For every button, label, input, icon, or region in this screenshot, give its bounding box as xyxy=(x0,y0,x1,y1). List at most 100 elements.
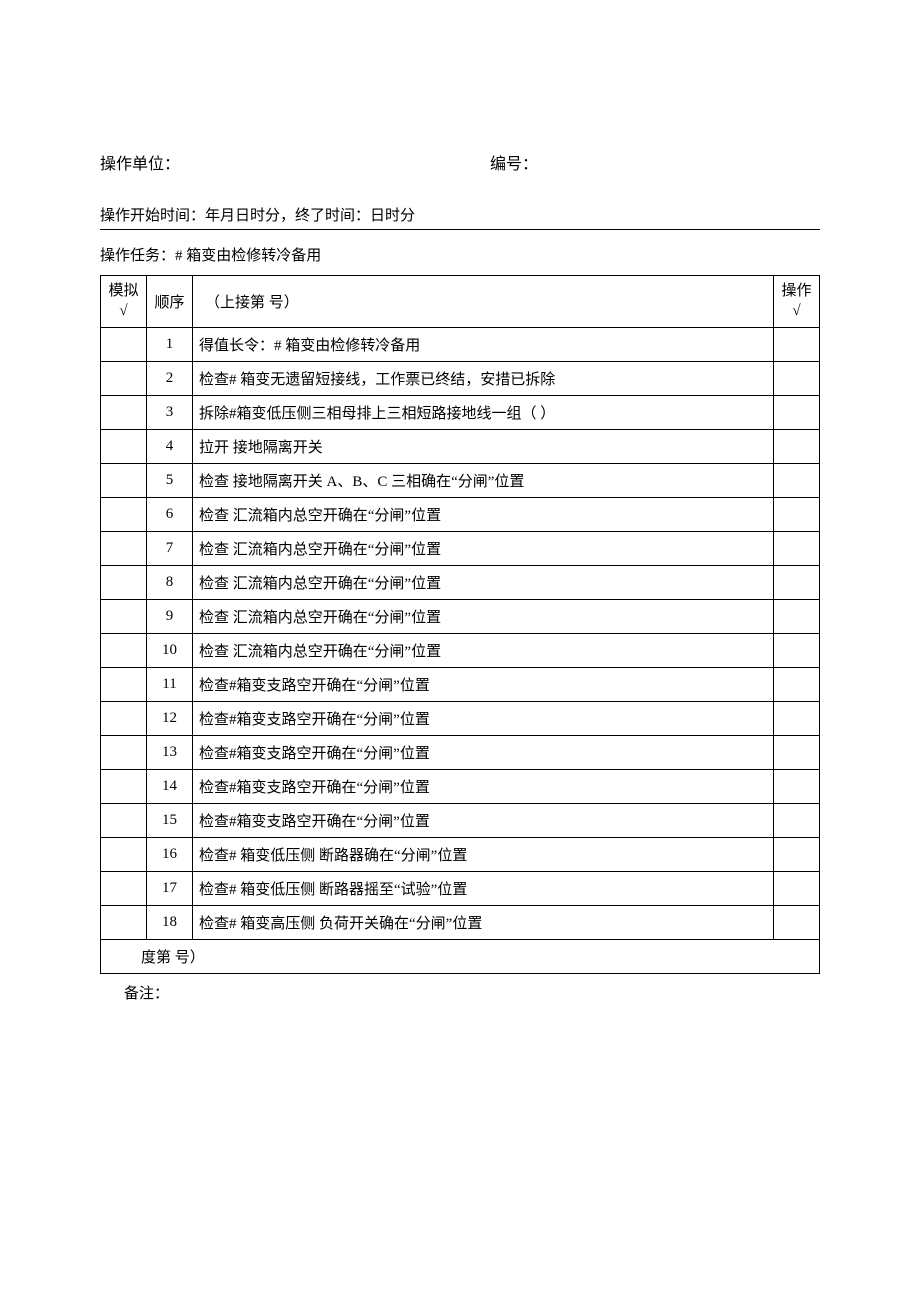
table-row: 7检查 汇流箱内总空开确在“分闸”位置 xyxy=(101,532,820,566)
cell-seq: 4 xyxy=(147,430,193,464)
task-row: 操作任务：# 箱变由检修转冷备用 xyxy=(100,244,820,265)
cell-seq: 6 xyxy=(147,498,193,532)
unit-label: 操作单位： xyxy=(100,150,430,174)
cell-seq: 5 xyxy=(147,464,193,498)
operation-table: 模拟√ 顺序 （上接第 号） 操作√ 1得值长令：# 箱变由检修转冷备用2检查#… xyxy=(100,275,820,974)
table-row: 13检查#箱变支路空开确在“分闸”位置 xyxy=(101,736,820,770)
cell-sim xyxy=(101,464,147,498)
cell-sim xyxy=(101,362,147,396)
table-row: 3拆除#箱变低压侧三相母排上三相短路接地线一组（ ） xyxy=(101,396,820,430)
cell-op xyxy=(774,464,820,498)
cell-op xyxy=(774,566,820,600)
cell-sim xyxy=(101,396,147,430)
cell-seq: 7 xyxy=(147,532,193,566)
cell-seq: 14 xyxy=(147,770,193,804)
cell-op xyxy=(774,328,820,362)
cell-content: 检查 汇流箱内总空开确在“分闸”位置 xyxy=(193,634,774,668)
table-row: 5检查 接地隔离开关 A、B、C 三相确在“分闸”位置 xyxy=(101,464,820,498)
footer-cell: 度第 号） xyxy=(101,940,820,974)
cell-op xyxy=(774,430,820,464)
cell-seq: 15 xyxy=(147,804,193,838)
cell-op xyxy=(774,804,820,838)
cell-seq: 8 xyxy=(147,566,193,600)
table-row: 8检查 汇流箱内总空开确在“分闸”位置 xyxy=(101,566,820,600)
cell-sim xyxy=(101,498,147,532)
cell-op xyxy=(774,770,820,804)
cell-seq: 9 xyxy=(147,600,193,634)
cell-seq: 18 xyxy=(147,906,193,940)
cell-seq: 13 xyxy=(147,736,193,770)
table-row: 17检查# 箱变低压侧 断路器摇至“试验”位置 xyxy=(101,872,820,906)
footer-note: 备注： xyxy=(100,982,820,1003)
cell-sim xyxy=(101,600,147,634)
table-row: 14检查#箱变支路空开确在“分闸”位置 xyxy=(101,770,820,804)
table-header-row: 模拟√ 顺序 （上接第 号） 操作√ xyxy=(101,276,820,328)
cell-sim xyxy=(101,838,147,872)
header-sim: 模拟√ xyxy=(101,276,147,328)
cell-seq: 1 xyxy=(147,328,193,362)
cell-content: 检查#箱变支路空开确在“分闸”位置 xyxy=(193,770,774,804)
cell-op xyxy=(774,702,820,736)
cell-content: 检查 汇流箱内总空开确在“分闸”位置 xyxy=(193,600,774,634)
cell-sim xyxy=(101,770,147,804)
cell-content: 检查# 箱变低压侧 断路器确在“分闸”位置 xyxy=(193,838,774,872)
header-seq: 顺序 xyxy=(147,276,193,328)
cell-content: 检查 汇流箱内总空开确在“分闸”位置 xyxy=(193,532,774,566)
cell-seq: 12 xyxy=(147,702,193,736)
cell-sim xyxy=(101,566,147,600)
cell-seq: 17 xyxy=(147,872,193,906)
cell-seq: 10 xyxy=(147,634,193,668)
cell-content: 检查#箱变支路空开确在“分闸”位置 xyxy=(193,668,774,702)
cell-op xyxy=(774,838,820,872)
time-row: 操作开始时间：年月日时分，终了时间：日时分 xyxy=(100,204,820,230)
cell-sim xyxy=(101,906,147,940)
cell-sim xyxy=(101,634,147,668)
cell-sim xyxy=(101,872,147,906)
cell-sim xyxy=(101,736,147,770)
cell-op xyxy=(774,396,820,430)
table-row: 10检查 汇流箱内总空开确在“分闸”位置 xyxy=(101,634,820,668)
cell-op xyxy=(774,906,820,940)
table-row: 18检查# 箱变高压侧 负荷开关确在“分闸”位置 xyxy=(101,906,820,940)
table-row: 4拉开 接地隔离开关 xyxy=(101,430,820,464)
table-row: 15检查#箱变支路空开确在“分闸”位置 xyxy=(101,804,820,838)
cell-content: 检查 汇流箱内总空开确在“分闸”位置 xyxy=(193,566,774,600)
header-content: （上接第 号） xyxy=(193,276,774,328)
cell-content: 拆除#箱变低压侧三相母排上三相短路接地线一组（ ） xyxy=(193,396,774,430)
cell-op xyxy=(774,600,820,634)
cell-seq: 16 xyxy=(147,838,193,872)
table-row: 2检查# 箱变无遗留短接线，工作票已终结，安措已拆除 xyxy=(101,362,820,396)
cell-sim xyxy=(101,532,147,566)
table-row: 11检查#箱变支路空开确在“分闸”位置 xyxy=(101,668,820,702)
table-body: 1得值长令：# 箱变由检修转冷备用2检查# 箱变无遗留短接线，工作票已终结，安措… xyxy=(101,328,820,940)
cell-seq: 2 xyxy=(147,362,193,396)
number-label: 编号： xyxy=(430,150,820,174)
cell-content: 检查# 箱变高压侧 负荷开关确在“分闸”位置 xyxy=(193,906,774,940)
cell-op xyxy=(774,532,820,566)
cell-sim xyxy=(101,668,147,702)
cell-content: 得值长令：# 箱变由检修转冷备用 xyxy=(193,328,774,362)
cell-content: 检查 汇流箱内总空开确在“分闸”位置 xyxy=(193,498,774,532)
cell-sim xyxy=(101,804,147,838)
cell-content: 检查#箱变支路空开确在“分闸”位置 xyxy=(193,702,774,736)
cell-content: 检查# 箱变无遗留短接线，工作票已终结，安措已拆除 xyxy=(193,362,774,396)
cell-op xyxy=(774,498,820,532)
cell-op xyxy=(774,736,820,770)
table-row: 1得值长令：# 箱变由检修转冷备用 xyxy=(101,328,820,362)
cell-content: 检查#箱变支路空开确在“分闸”位置 xyxy=(193,736,774,770)
table-row: 16检查# 箱变低压侧 断路器确在“分闸”位置 xyxy=(101,838,820,872)
cell-content: 检查#箱变支路空开确在“分闸”位置 xyxy=(193,804,774,838)
cell-op xyxy=(774,362,820,396)
header-row: 操作单位： 编号： xyxy=(100,150,820,174)
cell-op xyxy=(774,634,820,668)
cell-seq: 3 xyxy=(147,396,193,430)
table-row: 9检查 汇流箱内总空开确在“分闸”位置 xyxy=(101,600,820,634)
cell-content: 检查 接地隔离开关 A、B、C 三相确在“分闸”位置 xyxy=(193,464,774,498)
table-footer-row: 度第 号） xyxy=(101,940,820,974)
cell-sim xyxy=(101,702,147,736)
cell-content: 检查# 箱变低压侧 断路器摇至“试验”位置 xyxy=(193,872,774,906)
cell-op xyxy=(774,668,820,702)
cell-sim xyxy=(101,328,147,362)
cell-sim xyxy=(101,430,147,464)
cell-op xyxy=(774,872,820,906)
